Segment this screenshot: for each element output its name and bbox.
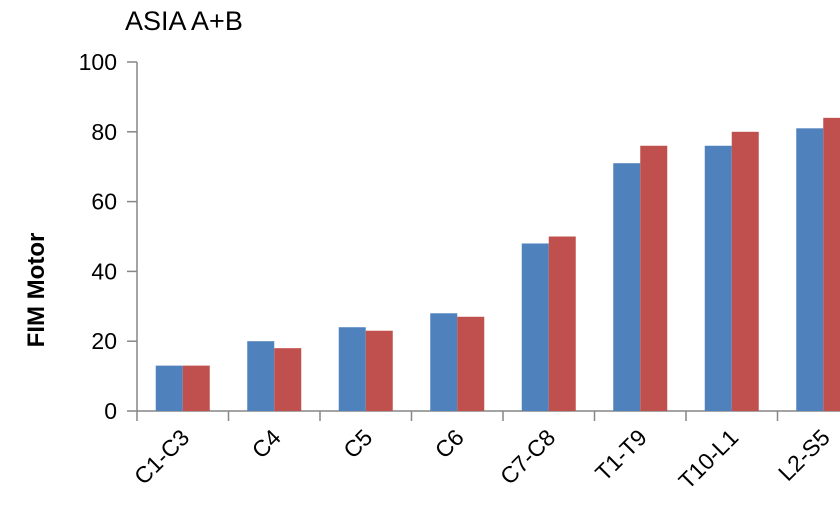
y-tick-label: 100 [79,49,117,75]
bar-t10-l1-series-2 [731,131,759,412]
bar-c4-series-2 [274,348,302,411]
y-tick-label: 80 [91,119,117,145]
bar-c1-c3-series-1 [155,365,183,411]
y-tick-label: 0 [104,398,117,424]
x-tick-label: L2-S5 [773,424,835,486]
bar-c5-series-1 [338,327,366,411]
bar-c6-series-2 [457,316,485,411]
bar-c7-c8-series-2 [548,236,576,411]
bar-c6-series-1 [430,313,458,411]
y-tick-label: 40 [91,258,117,284]
bar-c5-series-2 [365,330,393,411]
y-axis-label: FIM Motor [23,233,50,348]
x-tick-label: C1-C3 [129,424,194,489]
bar-l2-s5-series-1 [796,128,824,411]
x-tick-label: C4 [247,424,286,463]
x-tick-label: T10-L1 [673,424,743,494]
bar-t1-t9-series-2 [640,145,668,411]
bar-l2-s5-series-2 [823,117,840,411]
x-tick-label: C6 [430,424,469,463]
y-tick-label: 20 [91,328,117,354]
y-tick-label: 60 [91,189,117,215]
x-tick-label: C7-C8 [495,424,560,489]
bar-c1-c3-series-2 [182,365,210,411]
bar-t10-l1-series-1 [704,145,732,411]
x-tick-label: C5 [338,424,377,463]
x-tick-label: T1-T9 [590,424,652,486]
bar-t1-t9-series-1 [613,163,641,411]
plot-area: 0 20 40 60 80 100 C1-C3 C4 C5 C6 C7-C8 T1-T9 T10-L1 L… [79,49,840,494]
bar-c7-c8-series-1 [521,243,549,411]
bar-c4-series-1 [247,341,275,411]
chart-title: ASIA A+B [125,6,243,36]
